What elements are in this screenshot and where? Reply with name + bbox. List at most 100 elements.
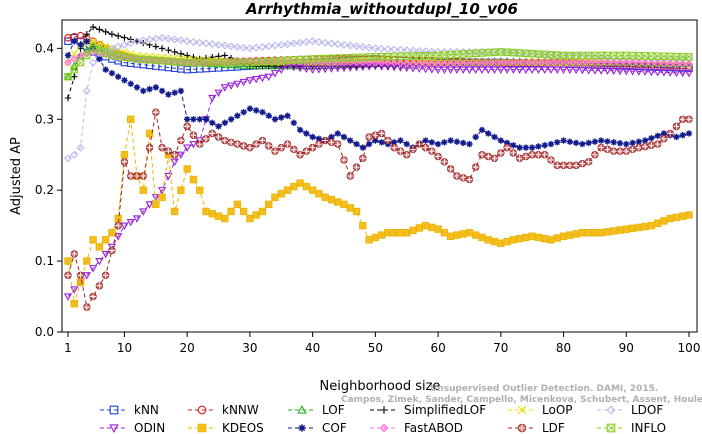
data-point: [635, 138, 643, 145]
data-point: [171, 48, 178, 56]
data-point: [379, 423, 389, 433]
data-point: [183, 116, 191, 123]
data-point: [666, 214, 674, 223]
data-point: [89, 236, 97, 244]
data-point: [101, 236, 110, 244]
x-tick-label: 30: [242, 341, 257, 355]
data-point: [678, 69, 687, 78]
data-point: [170, 207, 179, 216]
data-point: [102, 42, 110, 50]
data-point: [63, 72, 73, 80]
data-point: [610, 139, 617, 146]
data-point: [678, 59, 687, 68]
data-point: [70, 50, 78, 58]
data-point: [547, 140, 555, 148]
chart-title: Arrhythmia_withoutdupl_10_v06: [245, 0, 518, 18]
data-point: [170, 158, 179, 167]
data-point: [623, 140, 630, 148]
data-point: [428, 223, 436, 232]
data-point: [659, 69, 669, 77]
data-point: [190, 116, 197, 123]
data-point: [96, 26, 103, 33]
data-point: [604, 138, 611, 145]
data-point: [585, 139, 592, 147]
data-point: [628, 224, 637, 232]
data-point: [653, 219, 662, 227]
data-point: [477, 66, 487, 74]
data-point: [197, 405, 207, 415]
data-point: [365, 140, 373, 148]
data-point: [114, 73, 122, 80]
data-point: [82, 272, 91, 280]
data-point: [634, 58, 643, 67]
data-point: [597, 229, 605, 237]
data-point: [76, 278, 85, 287]
legend-label: kNNW: [222, 403, 259, 417]
data-point: [233, 200, 242, 209]
data-point: [120, 40, 129, 49]
data-point: [685, 130, 693, 137]
data-point: [427, 47, 436, 56]
data-point: [183, 52, 191, 59]
legend-item: LDF: [508, 421, 565, 434]
data-point: [415, 59, 424, 68]
data-point: [628, 58, 637, 67]
data-point: [534, 233, 543, 242]
data-point: [409, 46, 417, 55]
data-point: [259, 108, 266, 116]
data-point: [347, 137, 354, 144]
legend-label: LoOP: [542, 403, 573, 417]
data-point: [183, 37, 192, 46]
data-point: [227, 207, 235, 216]
data-point: [515, 58, 524, 67]
legend-label: KDEOS: [222, 421, 264, 434]
data-point: [390, 229, 398, 237]
data-point: [434, 140, 442, 148]
data-point: [264, 73, 273, 82]
data-point: [108, 69, 116, 77]
data-point: [145, 201, 154, 209]
data-point: [83, 51, 91, 60]
data-point: [597, 67, 606, 75]
data-point: [490, 237, 499, 246]
data-point: [165, 91, 172, 98]
data-point: [648, 134, 655, 142]
data-point: [371, 233, 380, 242]
data-point: [177, 87, 185, 95]
data-point: [83, 38, 91, 45]
data-point: [151, 194, 160, 202]
data-point: [308, 37, 317, 46]
data-point: [176, 151, 186, 160]
data-point: [77, 41, 84, 49]
data-point: [629, 139, 636, 147]
data-point: [164, 34, 173, 43]
data-point: [340, 133, 348, 141]
legend-item: kNN: [100, 403, 159, 417]
x-tick-label: 60: [430, 341, 445, 355]
data-point: [616, 140, 624, 147]
data-point: [202, 116, 210, 123]
data-point: [603, 67, 612, 75]
data-point: [270, 70, 280, 78]
data-point: [546, 66, 556, 74]
legend-item: FastABOD: [370, 421, 463, 434]
data-point: [221, 214, 229, 223]
data-point: [271, 57, 279, 66]
x-tick-label: 80: [556, 341, 571, 355]
data-point: [290, 182, 298, 191]
data-point: [246, 105, 254, 112]
data-point: [277, 40, 286, 49]
legend-item: LDOF: [597, 403, 663, 417]
data-point: [233, 42, 242, 51]
data-point: [271, 41, 279, 50]
plot-frame: [61, 19, 698, 333]
data-point: [415, 46, 424, 55]
data-point: [409, 59, 417, 68]
data-point: [440, 229, 449, 237]
data-point: [396, 229, 405, 237]
data-point: [653, 69, 662, 77]
data-point: [590, 67, 600, 75]
data-point: [283, 186, 292, 194]
data-point: [64, 52, 72, 59]
data-point: [497, 239, 505, 248]
